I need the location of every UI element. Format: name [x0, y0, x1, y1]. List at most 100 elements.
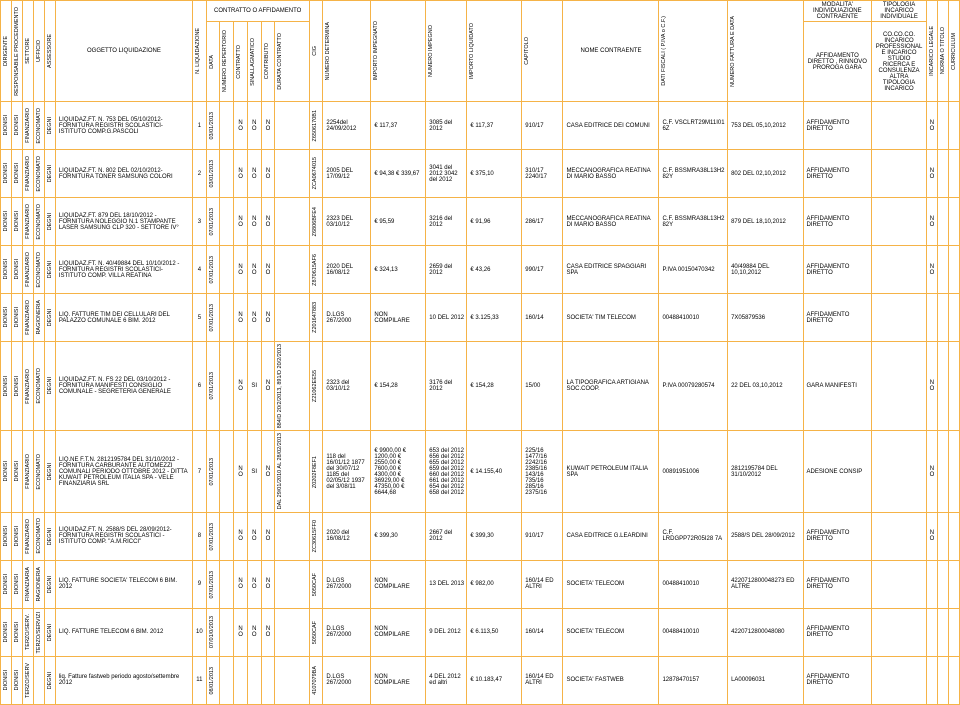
cell: NO	[234, 102, 248, 150]
cell: NO	[234, 294, 248, 342]
cell: DEGNI	[44, 294, 55, 342]
cell: 8	[193, 512, 207, 560]
cell	[872, 431, 927, 512]
col-determina: NUMERO DETERMINA	[325, 21, 333, 81]
cell: 9 DEL 2012	[426, 608, 467, 656]
table-row: DIONISIDIONISIFINANZIARIARAGIONERIADEGNI…	[1, 560, 960, 608]
col-ufficio: UFFICIO	[36, 39, 44, 63]
cell: 2323 DEL 03/10/12	[323, 198, 371, 246]
cell: DIONISI	[1, 560, 12, 608]
col-norma: NORMA O TITOLO	[940, 26, 948, 75]
cell: 879 DEL 18,10,2012	[728, 198, 803, 246]
cell: NO	[261, 198, 275, 246]
cell: NO	[261, 246, 275, 294]
cell: AFFIDAMENTO DIRETTO	[803, 512, 872, 560]
cell: 5050CAF	[309, 560, 323, 608]
cell	[275, 608, 309, 656]
cell: 225/16 1477/16 2242/16 2385/16 143/16 73…	[522, 431, 563, 512]
cell: DIONISI	[11, 294, 22, 342]
cell	[937, 656, 948, 704]
cell	[937, 198, 948, 246]
cell: NO	[234, 198, 248, 246]
cell: € 3.125,33	[467, 294, 522, 342]
cell: 3041 del 2012 3042 del 2012	[426, 150, 467, 198]
cell: NO	[234, 431, 248, 512]
col-impegno: NUMERO IMPEGNO	[428, 24, 436, 78]
cell: NO	[234, 608, 248, 656]
cell: LA00096031	[728, 656, 803, 704]
cell: 10 DEL 2012	[426, 294, 467, 342]
cell: 990/17	[522, 246, 563, 294]
cell: 910/17	[522, 102, 563, 150]
cell: DIONISI	[11, 198, 22, 246]
cell: AFFIDAMENTO DIRETTO	[803, 198, 872, 246]
cell: FINANZIARIO	[22, 246, 33, 294]
cell: DIONISI	[11, 246, 22, 294]
cell: 00488410010	[659, 608, 728, 656]
cell	[247, 656, 261, 704]
cell	[937, 150, 948, 198]
cell: NO	[926, 198, 937, 246]
cell	[220, 342, 234, 431]
col-contraente: NOME CONTRAENTE	[563, 1, 659, 102]
cell	[275, 102, 309, 150]
cell: 07/01/2013	[206, 198, 220, 246]
cell: C.F. VSCLRT29M11I01 6Z	[659, 102, 728, 150]
cell: FINANZIARIO	[22, 431, 33, 512]
cell	[948, 198, 959, 246]
table-row: DIONISIDIONISIFINANZIARIOECONOMATODEGNIL…	[1, 342, 960, 431]
cell: 07/01/2013	[206, 560, 220, 608]
col-group-contratto: CONTRATTO O AFFIDAMENTO	[206, 1, 309, 22]
cell: 4 DEL 2012 ed altri	[426, 656, 467, 704]
cell: € 399,30	[467, 512, 522, 560]
cell: LIQUIDAZ.FT. 879 DEL 18/10/2012 - FORNIT…	[55, 198, 192, 246]
cell: 3216 del 2012	[426, 198, 467, 246]
cell: 5	[193, 294, 207, 342]
cell: ECONOMATO	[33, 102, 44, 150]
cell: LIQ. FATTURE SOCIETA' TELECOM 6 BIM. 201…	[55, 560, 192, 608]
cell: NON COMPILARE	[371, 294, 426, 342]
liquidazioni-table: DIRIGENTE RESPONSABILE PROCEDIMENTO SETT…	[0, 0, 960, 705]
cell: DIONISI	[11, 656, 22, 704]
cell: AFFIDAMENTO DIRETTO	[803, 656, 872, 704]
cell	[275, 198, 309, 246]
cell: D.LGS 267/2000	[323, 560, 371, 608]
cell: 07/01/0/2013	[206, 608, 220, 656]
cell: AFFIDAMENTO DIRETTO	[803, 608, 872, 656]
cell: NO	[261, 512, 275, 560]
cell: LIQUIDAZ.FT. N. FS 22 DEL 03/10/2012 - F…	[55, 342, 192, 431]
cell: € 10.183,47	[467, 656, 522, 704]
cell: ADESIONE CONSIP	[803, 431, 872, 512]
cell: DEGNI	[44, 560, 55, 608]
cell	[872, 656, 927, 704]
cell: NO	[234, 560, 248, 608]
cell: AFFIDAMENTO DIRETTO	[803, 150, 872, 198]
cell: TERZO/SERVIZI	[33, 608, 44, 656]
cell: 802 DEL 02,10,2012	[728, 150, 803, 198]
cell: Z201647883	[309, 294, 323, 342]
cell: SI	[247, 342, 261, 431]
cell: NO	[234, 150, 248, 198]
cell	[220, 560, 234, 608]
cell: FINANZIARIO	[22, 342, 33, 431]
cell: DIONISI	[1, 656, 12, 704]
cell: NO	[926, 431, 937, 512]
cell: FINANZIARIA	[22, 560, 33, 608]
cell	[220, 102, 234, 150]
cell: SOCIETA' TELECOM	[563, 560, 659, 608]
col-settore: SETTORE	[25, 37, 33, 65]
cell: DEGNI	[44, 150, 55, 198]
cell	[275, 512, 309, 560]
col-oggetto: OGGETTO LIQUIDAZIONE	[55, 1, 192, 102]
cell: CASA EDITRICE G.LEARDINI	[563, 512, 659, 560]
cell: DIONISI	[11, 512, 22, 560]
cell	[275, 150, 309, 198]
cell: DIONISI	[11, 150, 22, 198]
cell: 653 del 2012 656 del 2012 655 del 2012 6…	[426, 431, 467, 512]
cell: TERZO/SERV.	[22, 608, 33, 656]
table-row: DIONISIDIONISITERZO/SERV.TERZO/SERVIZIDE…	[1, 608, 960, 656]
cell: NO	[926, 512, 937, 560]
table-row: DIONISIDIONISIFINANZIARIOECONOMATODEGNIL…	[1, 198, 960, 246]
cell: DIONISI	[1, 512, 12, 560]
cell: NO	[261, 560, 275, 608]
